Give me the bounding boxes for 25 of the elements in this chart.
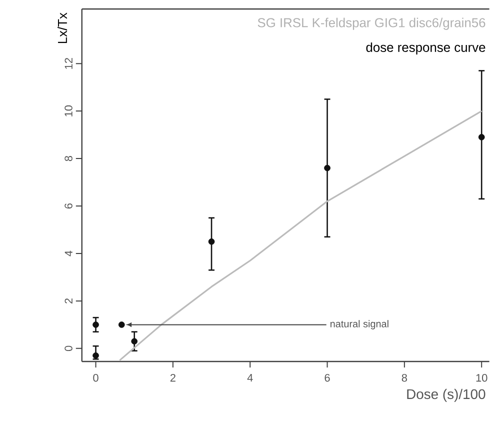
y-tick-label: 12 bbox=[64, 58, 72, 69]
point bbox=[208, 238, 215, 245]
point bbox=[478, 134, 485, 140]
annotation: natural signal bbox=[330, 320, 388, 330]
point bbox=[131, 338, 138, 344]
x-tick-label: 2 bbox=[170, 374, 176, 382]
x-tick-label: 4 bbox=[247, 374, 253, 382]
y-tick-label: 4 bbox=[64, 250, 72, 256]
point bbox=[92, 321, 99, 328]
x-axis-title: Dose (s)/100 bbox=[407, 388, 486, 402]
x-tick-label: 0 bbox=[93, 374, 98, 382]
y-tick-label: 8 bbox=[64, 156, 72, 161]
line-series bbox=[118, 110, 482, 361]
point bbox=[118, 321, 125, 328]
y-tick-label: 10 bbox=[64, 105, 72, 116]
y-tick-label: 6 bbox=[64, 203, 72, 208]
y-axis-title: Lx/Tx bbox=[58, 12, 68, 43]
point bbox=[324, 164, 330, 172]
x-tick-label: 8 bbox=[402, 374, 407, 382]
y-tick-label: 2 bbox=[64, 298, 72, 304]
x-tick-label: 10 bbox=[476, 374, 488, 382]
x-tick-label: 6 bbox=[324, 374, 330, 382]
text: SG IRSL K-feldspar GIG1 disc6/grain56 bbox=[258, 18, 486, 30]
y-tick-label: 0 bbox=[64, 346, 72, 351]
text: dose response curve bbox=[366, 42, 486, 54]
